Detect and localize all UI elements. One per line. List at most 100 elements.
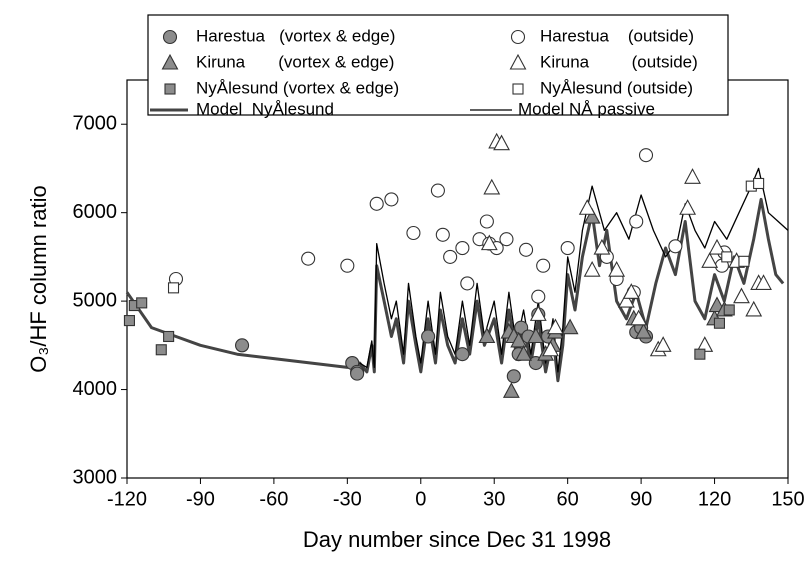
marker [630,309,648,326]
y-tick-label: 7000 [73,113,118,135]
x-tick-label: 120 [698,488,731,510]
model-line [359,167,789,373]
legend-label: Kiruna (outside) [540,52,698,71]
marker [136,297,148,309]
marker [527,327,545,344]
marker [529,305,547,321]
x-tick-label: 90 [630,488,652,510]
marker [499,232,514,247]
legend-box [147,14,729,116]
marker [161,53,179,70]
x-tick-label: 60 [557,488,579,510]
marker [510,29,526,45]
marker [560,240,575,256]
x-axis-label: Day number since Dec 31 1998 [303,527,611,552]
marker [755,274,772,290]
marker [479,214,494,229]
marker [455,240,470,256]
marker [155,344,167,356]
legend-label: NyÅlesund (outside) [540,78,693,97]
marker [608,260,626,277]
marker [635,322,652,339]
x-tick-label: -90 [186,488,215,510]
marker [622,283,640,299]
y-tick-label: 6000 [73,201,118,223]
legend-label: Kiruna (vortex & edge) [196,52,394,71]
legend-label: Harestua (vortex & edge) [196,26,395,45]
marker [708,238,726,255]
marker [723,304,735,316]
marker [123,315,135,327]
marker [167,282,180,294]
marker [443,249,458,264]
marker [430,183,445,198]
marker [478,327,496,344]
marker [301,251,316,266]
marker [506,369,521,384]
marker [721,251,733,263]
marker [583,207,601,224]
marker [668,239,683,254]
marker [512,83,524,95]
plot-area: 3000 4000 5000 6000 7000 -120 -90 -60 -30 0 30 60 90… [73,113,805,511]
marker [350,366,365,381]
legend-label: NyÅlesund (vortex & edge) [196,78,399,97]
marker [638,148,654,163]
marker [593,238,611,255]
marker [713,317,726,329]
marker [493,134,510,151]
marker [406,225,421,241]
marker [421,329,436,344]
marker [701,252,719,268]
plot-frame [126,79,789,479]
marker [733,287,750,304]
marker [369,196,384,211]
marker [163,330,175,343]
y-tick-label: 4000 [73,378,118,400]
marker [694,348,706,360]
x-tick-label: -120 [107,488,147,510]
x-tick-label: 150 [771,488,804,510]
marker [502,382,520,398]
marker [684,168,701,184]
legend-label: Harestua (outside) [540,26,694,45]
y-tick-label: 5000 [73,289,118,311]
marker [518,242,534,257]
marker [483,178,501,195]
marker [561,318,579,335]
legend-label: Model NyÅlesund [196,99,334,118]
marker [164,83,176,95]
marker [618,291,635,308]
legend-label: Model NÅ passive [518,99,655,118]
marker [510,331,528,348]
y-tick-label: 3000 [73,466,118,488]
marker [536,258,551,273]
marker [547,318,564,335]
marker [738,255,750,267]
marker [515,345,533,361]
x-tick-label: 30 [483,488,505,510]
marker [531,289,546,304]
legend: Harestua (vortex & edge) Harestua (outsid… [150,26,698,118]
marker [435,227,450,242]
marker [753,177,765,190]
x-tick-label: 0 [415,488,426,510]
x-tick-label: -30 [333,488,362,510]
marker [162,29,178,45]
marker [340,258,355,273]
marker [654,336,672,352]
marker [384,192,399,207]
marker [509,53,527,70]
y-axis-label: O₃/HF column ratio [26,185,51,372]
marker [745,300,763,317]
marker [542,340,559,357]
marker [583,260,601,277]
marker [629,214,644,229]
marker [679,199,697,215]
marker [578,199,596,215]
marker [455,347,470,362]
marker [480,234,498,251]
marker [460,276,475,291]
marker [235,338,250,353]
